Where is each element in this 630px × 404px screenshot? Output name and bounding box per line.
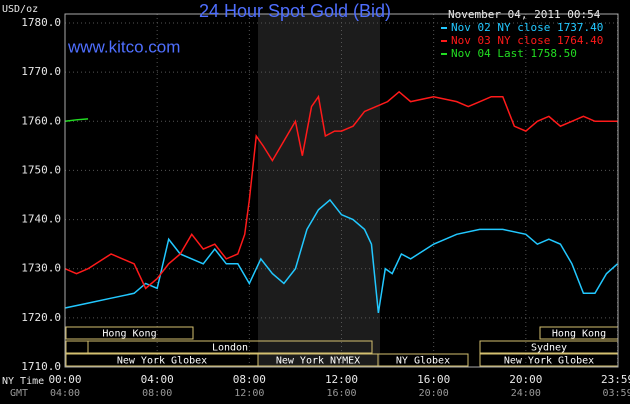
y-tick-label: 1730.0 <box>21 262 61 275</box>
site: www.kitco.com <box>67 37 180 56</box>
x-tick-label: 08:00 <box>233 373 266 386</box>
gmt-tick-label: 08:00 <box>142 388 172 399</box>
y-tick-label: 1740.0 <box>21 213 61 226</box>
x-tick-label: 16:00 <box>417 373 450 386</box>
plot-frame <box>64 13 619 368</box>
legend-label: Nov 03 NY close 1764.40 <box>451 34 603 47</box>
price-line <box>64 198 619 314</box>
x-tick-label: 12:00 <box>325 373 358 386</box>
y-tick-label: 1720.0 <box>21 311 61 324</box>
price-line <box>64 90 618 290</box>
legend-label: Nov 02 NY close 1737.40 <box>451 21 603 34</box>
nymex-shade <box>258 14 380 367</box>
session-label: NY Globex <box>396 356 450 367</box>
chart-title: 24 Hour Spot Gold (Bid) <box>199 1 391 21</box>
session-box <box>377 353 469 367</box>
gmt-tick-label: 03:59 <box>602 388 630 399</box>
sessions: Hong Kong Hong Kong London Sydney New York G… <box>65 326 619 367</box>
gmt-tick-label: 16:00 <box>326 388 356 399</box>
session-label: Hong Kong <box>552 329 606 340</box>
y-tick-label: 1710.0 <box>21 360 61 373</box>
price-line <box>64 118 89 123</box>
session-label: New York Globex <box>504 356 594 367</box>
session-box <box>65 326 194 340</box>
session-box <box>65 340 89 354</box>
gmt-tick-label: 12:00 <box>234 388 264 399</box>
x-tick-label: 20:00 <box>509 373 542 386</box>
y-label: USD/oz <box>2 4 38 15</box>
session-label: New York NYMEX <box>276 356 360 367</box>
gmt-tick-label: 24:00 <box>511 388 541 399</box>
gmt-tick-label: 20:00 <box>419 388 449 399</box>
lines <box>64 90 619 314</box>
y-tick-label: 1770.0 <box>21 65 61 78</box>
y-tick-label: 1780.0 <box>21 16 61 29</box>
x-tick-label: 04:00 <box>141 373 174 386</box>
legend-label: Nov 04 Last 1758.50 <box>451 47 577 60</box>
ny-time-label: NY Time <box>2 376 44 387</box>
timestamp: November 04, 2011 00:54 <box>448 8 601 21</box>
x-tick-label: 23:59 <box>601 373 630 386</box>
gmt-tick-label: 04:00 <box>50 388 80 399</box>
session-label: New York Globex <box>117 356 207 367</box>
session-label: London <box>212 343 248 354</box>
session-label: Sydney <box>531 343 567 354</box>
session-label: Hong Kong <box>102 329 156 340</box>
y-tick-label: 1750.0 <box>21 163 61 176</box>
x-tick-label: 00:00 <box>48 373 81 386</box>
y-tick-label: 1760.0 <box>21 114 61 127</box>
gmt-label: GMT <box>10 388 28 399</box>
